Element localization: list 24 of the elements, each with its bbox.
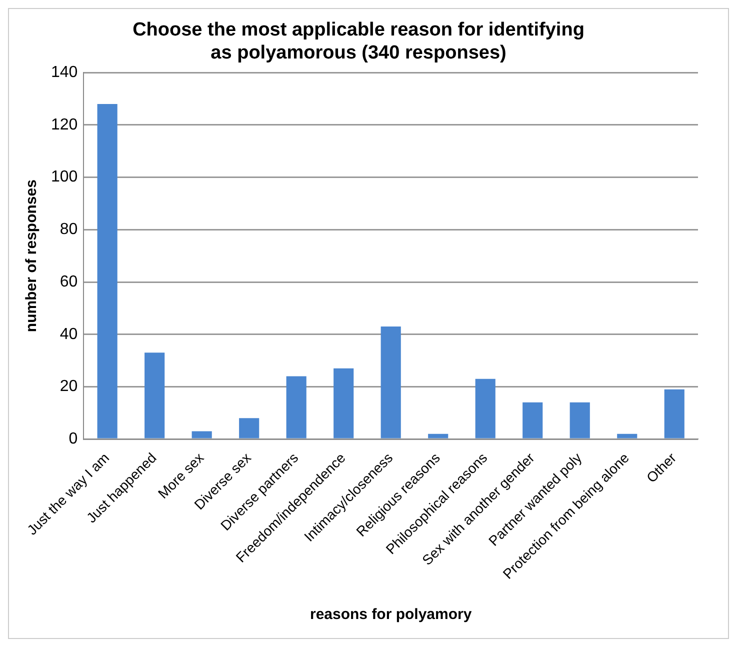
bar <box>192 431 212 438</box>
x-axis-title: reasons for polyamory <box>310 606 472 624</box>
y-tick-label: 0 <box>68 430 78 448</box>
y-tick-label: 80 <box>60 221 78 238</box>
bar <box>617 434 638 438</box>
bar <box>334 368 354 438</box>
chart-title: Choose the most applicable reason for identifying as polyamorous (340 responses) <box>132 20 584 64</box>
bar <box>428 434 448 438</box>
bar <box>144 352 165 438</box>
y-tick-label: 40 <box>60 326 78 343</box>
bar <box>664 389 684 438</box>
bar <box>522 402 543 438</box>
bar <box>239 418 260 438</box>
bar <box>475 378 496 438</box>
y-tick-label: 60 <box>60 273 78 290</box>
bar <box>570 402 590 438</box>
bar <box>380 326 401 438</box>
bar <box>97 104 118 438</box>
y-tick-label: 100 <box>50 168 78 186</box>
y-tick-label: 20 <box>60 378 78 396</box>
y-axis-title: number of responses <box>23 180 40 332</box>
y-tick-label: 120 <box>50 116 78 134</box>
bar <box>286 376 306 438</box>
y-tick-label: 140 <box>50 64 78 82</box>
